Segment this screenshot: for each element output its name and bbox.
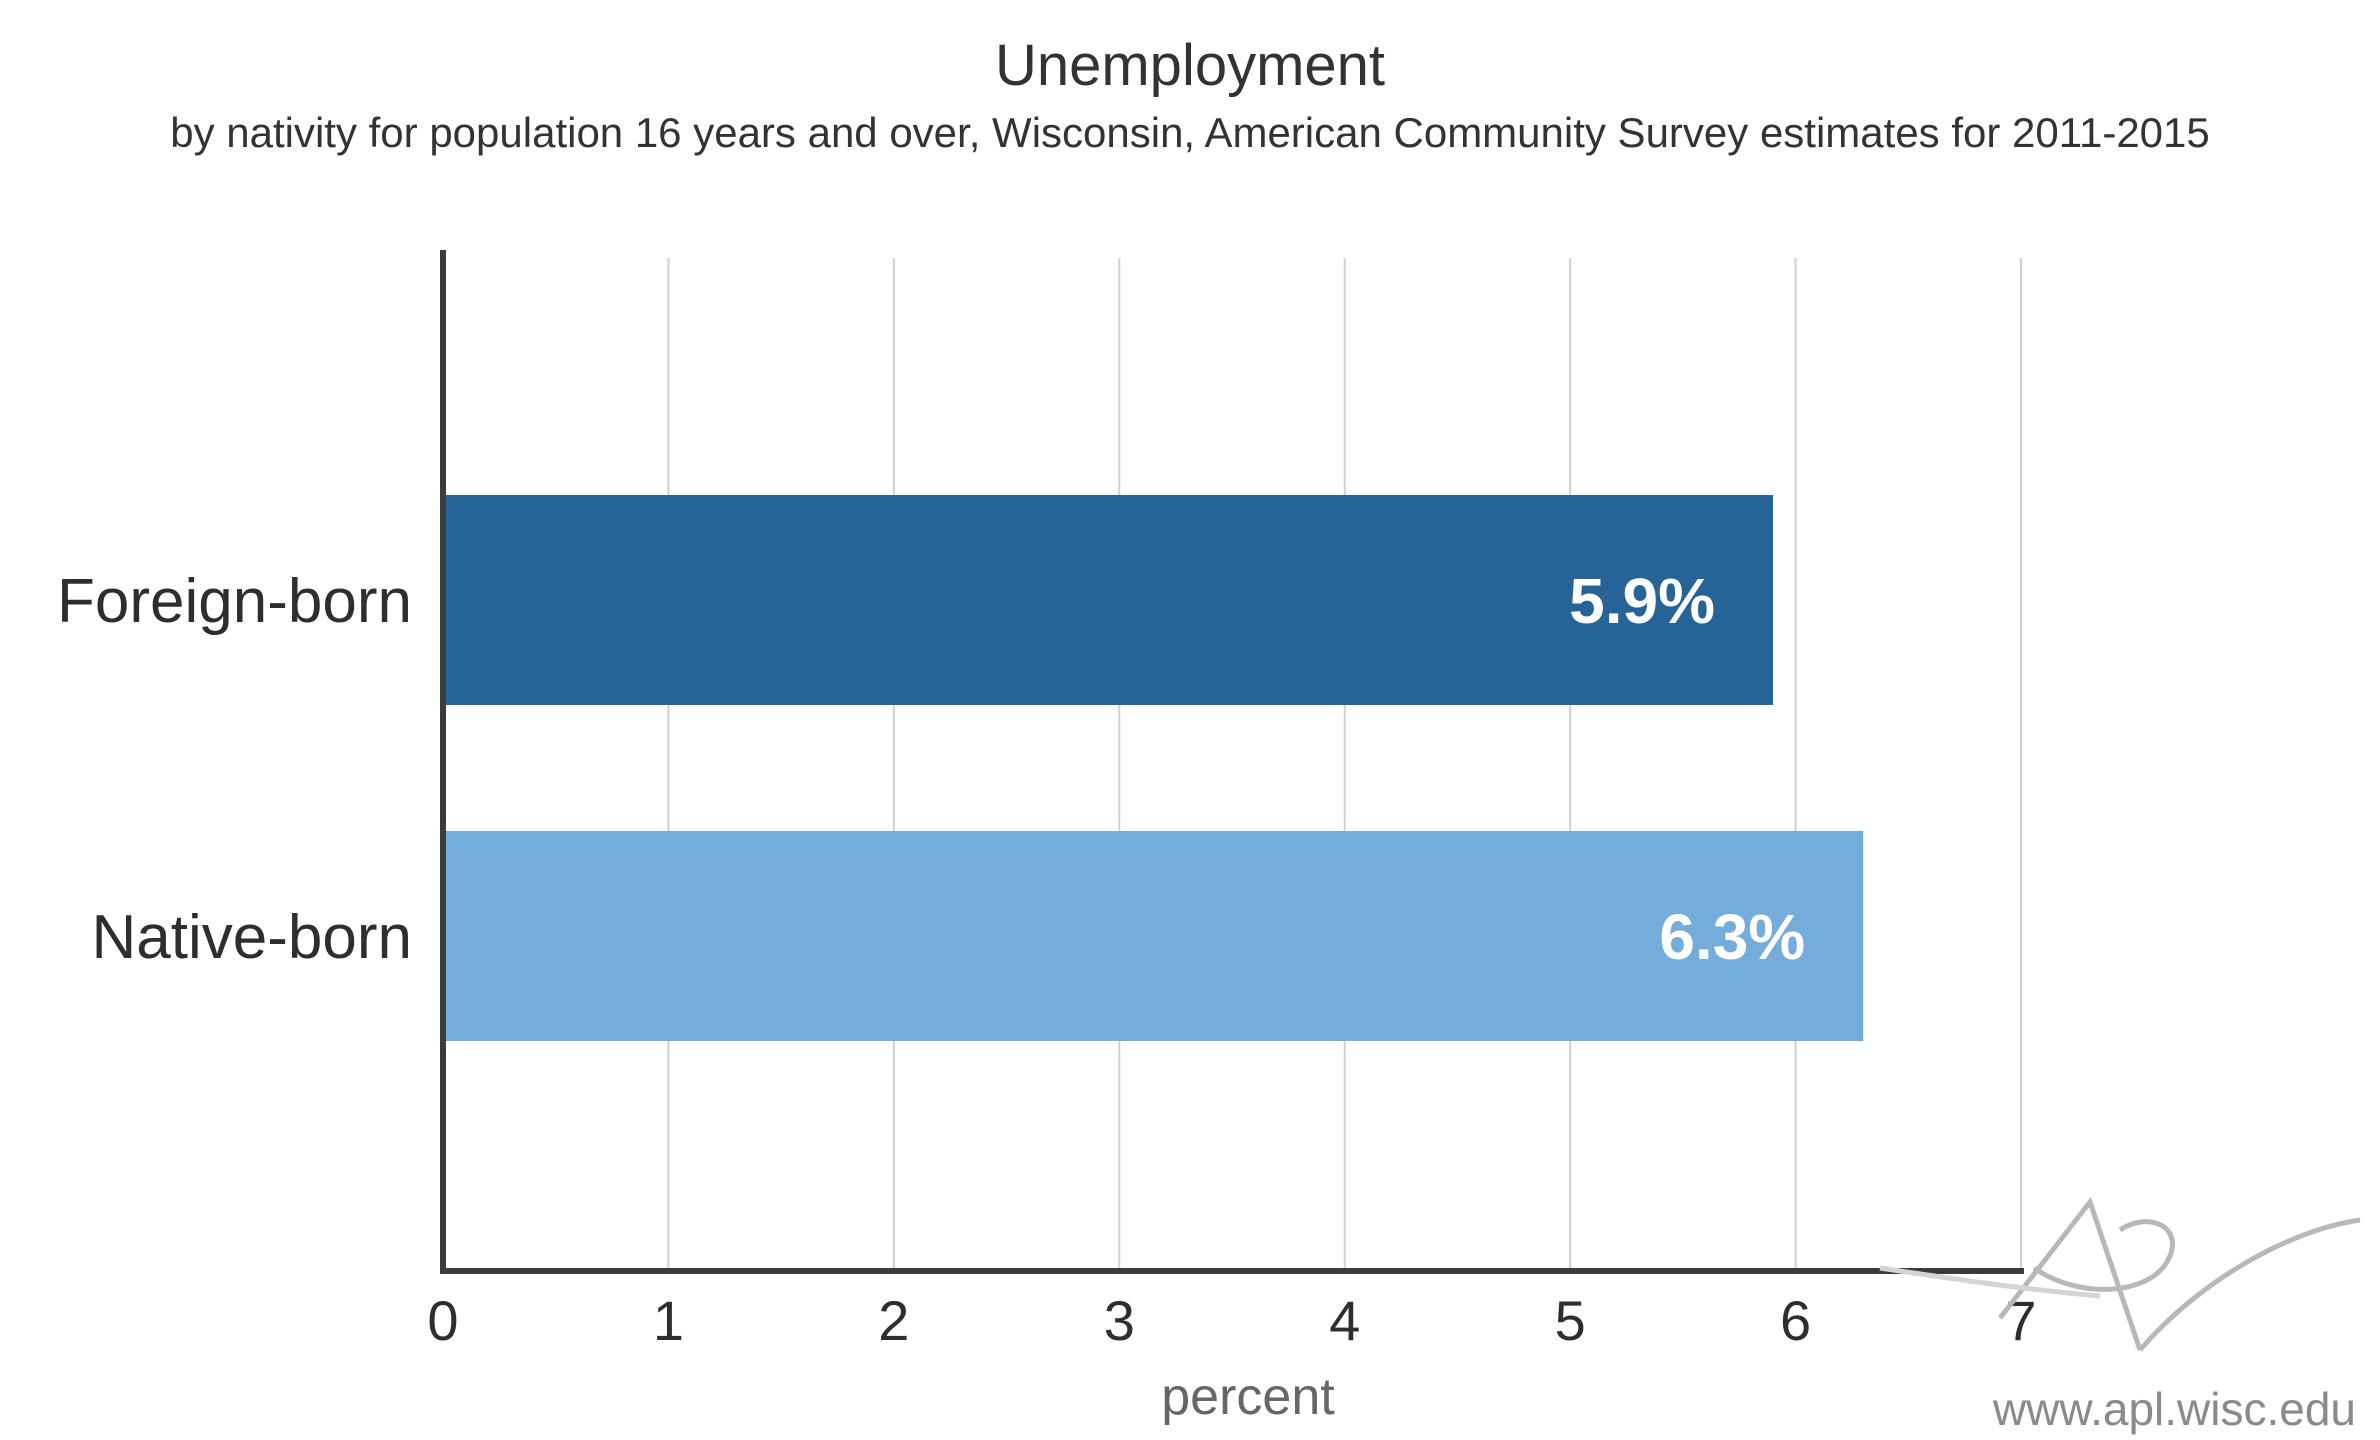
watermark-url: www.apl.wisc.edu xyxy=(1992,1383,2356,1435)
bars: 5.9% 6.3% xyxy=(443,495,1864,1041)
x-tick-label: 0 xyxy=(427,1289,458,1352)
watermark: www.apl.wisc.edu xyxy=(1879,1196,2361,1435)
bar-foreign-born xyxy=(443,495,1774,705)
x-axis-label: percent xyxy=(1161,1368,1335,1426)
category-label: Foreign-born xyxy=(57,567,412,636)
category-labels: Foreign-born Native-born xyxy=(57,567,412,972)
bar-native-born xyxy=(443,831,1864,1041)
x-tick-label: 2 xyxy=(878,1289,909,1352)
x-tick-labels: 0 1 2 3 4 5 6 7 xyxy=(427,1289,2036,1352)
apl-logo xyxy=(1879,1196,2361,1352)
gridlines xyxy=(667,258,2022,1271)
data-label: 6.3% xyxy=(1659,901,1805,973)
x-tick-label: 6 xyxy=(1780,1289,1811,1352)
category-label: Native-born xyxy=(92,903,412,972)
chart-title: Unemployment xyxy=(995,33,1385,98)
x-tick-label: 7 xyxy=(2005,1289,2036,1352)
chart-subtitle: by nativity for population 16 years and … xyxy=(170,109,2210,156)
x-tick-label: 5 xyxy=(1555,1289,1586,1352)
x-tick-label: 3 xyxy=(1104,1289,1135,1352)
data-label: 5.9% xyxy=(1569,565,1715,637)
x-tick-label: 4 xyxy=(1329,1289,1360,1352)
x-tick-label: 1 xyxy=(653,1289,684,1352)
